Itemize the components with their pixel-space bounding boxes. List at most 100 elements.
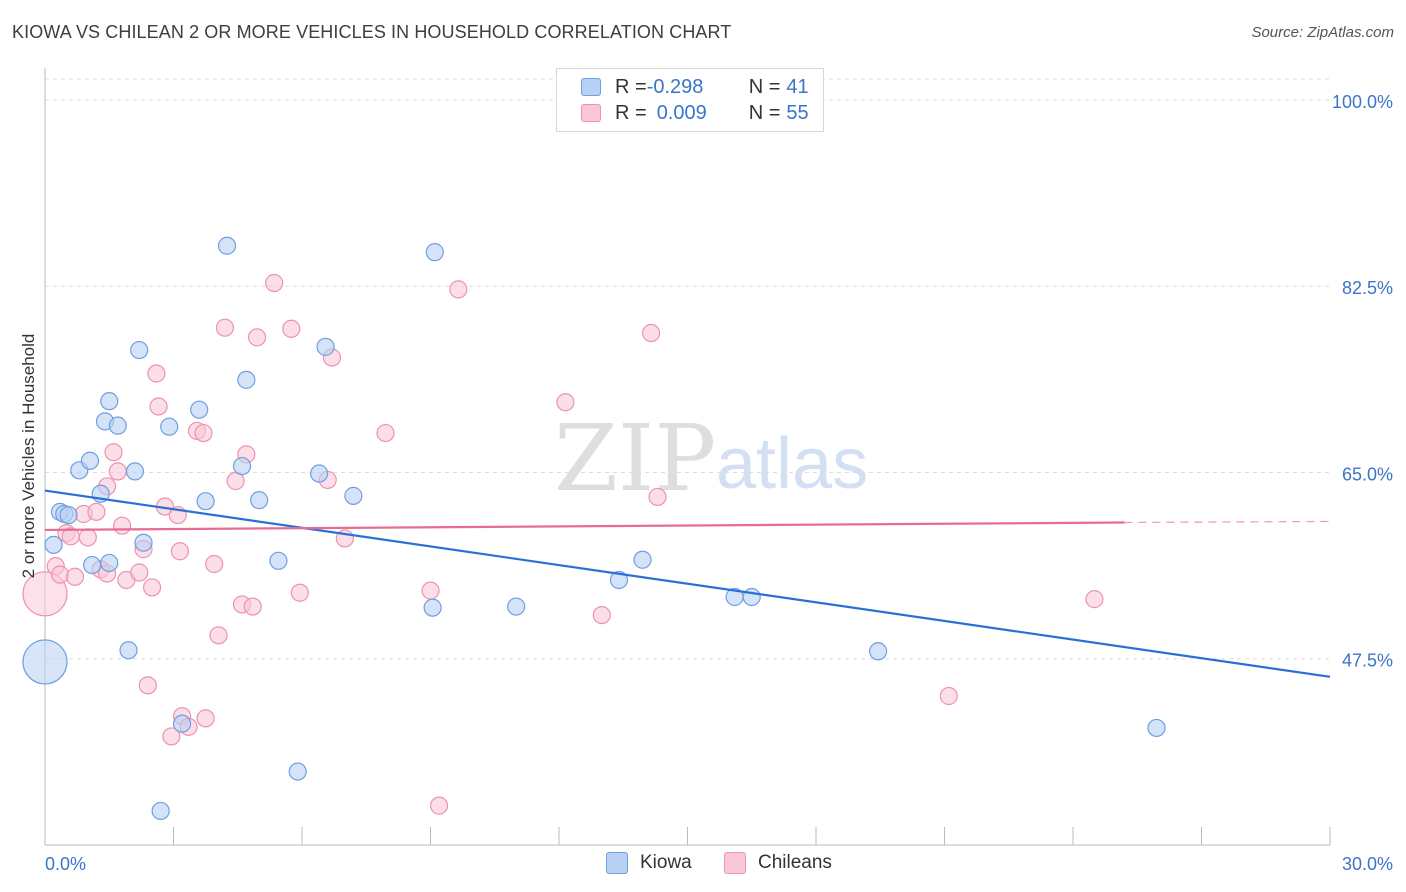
stats-legend: R = -0.298 N = 41 R = 0.009 N = 55	[556, 68, 824, 132]
chileans-point-54	[1085, 590, 1104, 609]
kiowa-point-21	[196, 492, 215, 511]
series-legend: Kiowa Chileans	[0, 852, 1406, 878]
y-tick-label-1: 65.0%	[1342, 464, 1393, 484]
chileans-point-33	[215, 318, 234, 337]
kiowa-point-23	[232, 456, 252, 476]
kiowa-point-30	[344, 486, 363, 505]
chileans-swatch	[581, 104, 601, 122]
chileans-point-51	[641, 323, 661, 343]
watermark-zip: ZIP	[554, 405, 716, 512]
chileans-r-value: 0.009	[656, 101, 707, 124]
chileans-r-label: R =	[615, 101, 647, 124]
chileans-trend-extension	[1124, 520, 1331, 524]
chileans-point-47	[429, 796, 449, 815]
chileans-point-12	[104, 443, 123, 462]
chileans-point-46	[421, 581, 440, 600]
chileans-point-53	[939, 686, 958, 706]
kiowa-trend-line	[44, 489, 1331, 678]
kiowa-point-18	[160, 417, 179, 436]
chileans-point-50	[592, 605, 611, 625]
chileans-legend-swatch	[724, 852, 746, 874]
kiowa-point-26	[269, 551, 288, 570]
kiowa-point-6	[80, 451, 100, 470]
kiowa-point-39	[1147, 718, 1166, 738]
y-tick-label-3: 100.0%	[1332, 92, 1393, 112]
kiowa-point-17	[151, 801, 170, 821]
kiowa-point-32	[425, 243, 444, 262]
chileans-legend-label: Chileans	[758, 852, 832, 873]
kiowa-r-value: -0.298	[646, 75, 704, 98]
chileans-trend-line	[44, 521, 1125, 532]
chileans-point-49	[556, 393, 575, 412]
chileans-n-value: 55	[786, 101, 809, 124]
chileans-point-45	[376, 423, 395, 443]
kiowa-point-0	[22, 639, 68, 685]
kiowa-point-19	[172, 714, 192, 733]
x-tick-label-0: 0.0%	[45, 854, 86, 874]
watermark: ZIP atlas	[554, 405, 868, 512]
chileans-point-41	[290, 583, 309, 602]
chileans-points	[22, 273, 1104, 815]
chileans-point-13	[108, 462, 127, 481]
chileans-point-7	[78, 528, 97, 547]
kiowa-point-12	[108, 416, 127, 435]
chileans-point-20	[147, 364, 166, 383]
x-tick-labels: 0.0% 30.0%	[45, 854, 1393, 874]
x-tick-label-1: 30.0%	[1342, 854, 1393, 874]
chileans-point-16	[130, 563, 149, 582]
kiowa-r-label: R =	[615, 75, 647, 98]
kiowa-n-label: N =	[748, 75, 781, 98]
kiowa-point-25	[250, 491, 269, 510]
kiowa-point-29	[316, 337, 335, 356]
kiowa-point-1	[44, 535, 63, 554]
kiowa-point-15	[130, 340, 149, 360]
kiowa-points	[22, 236, 1166, 821]
chileans-point-18	[138, 676, 157, 695]
chileans-point-25	[170, 542, 190, 561]
kiowa-point-8	[100, 553, 119, 573]
kiowa-point-13	[119, 641, 138, 660]
legend-row-kiowa: R = -0.298 N = 41	[581, 75, 809, 99]
kiowa-point-28	[310, 464, 329, 483]
chileans-point-29	[194, 423, 213, 443]
chileans-point-19	[142, 578, 162, 597]
trend-lines	[44, 489, 1331, 678]
grid	[45, 78, 1330, 660]
kiowa-point-27	[288, 762, 307, 781]
kiowa-legend-swatch	[606, 852, 628, 874]
chileans-n-label: N =	[748, 101, 781, 124]
y-axis-label: 2 or more Vehicles in Household	[19, 334, 38, 579]
chileans-point-2	[50, 565, 70, 584]
chileans-point-21	[149, 397, 168, 416]
chileans-point-31	[205, 554, 224, 574]
kiowa-point-31	[423, 598, 442, 617]
chileans-point-38	[247, 328, 267, 347]
kiowa-point-20	[190, 400, 209, 419]
kiowa-point-9	[83, 555, 102, 575]
kiowa-point-24	[237, 370, 256, 389]
watermark-atlas: atlas	[716, 424, 868, 504]
legend-item-chileans: Chileans	[724, 852, 832, 874]
chileans-point-14	[112, 516, 132, 535]
kiowa-n-value: 41	[786, 75, 809, 98]
legend-row-chileans: R = 0.009 N = 55	[581, 101, 809, 125]
kiowa-point-4	[59, 505, 78, 525]
chileans-point-39	[265, 273, 284, 293]
chileans-point-37	[243, 597, 262, 616]
kiowa-point-22	[217, 236, 237, 255]
chileans-point-30	[196, 709, 215, 728]
kiowa-point-11	[100, 392, 119, 411]
chart-title: KIOWA VS CHILEAN 2 OR MORE VEHICLES IN H…	[12, 22, 732, 42]
kiowa-swatch	[581, 78, 601, 96]
chileans-point-32	[209, 626, 228, 645]
kiowa-point-14	[125, 462, 145, 481]
kiowa-point-33	[507, 597, 526, 616]
axes	[44, 68, 1331, 846]
y-tick-label-2: 82.5%	[1342, 278, 1393, 298]
chileans-point-52	[648, 487, 667, 507]
chileans-point-40	[282, 319, 301, 338]
chileans-point-8	[87, 502, 106, 521]
chileans-point-48	[449, 280, 468, 299]
legend-item-kiowa: Kiowa	[606, 852, 692, 874]
